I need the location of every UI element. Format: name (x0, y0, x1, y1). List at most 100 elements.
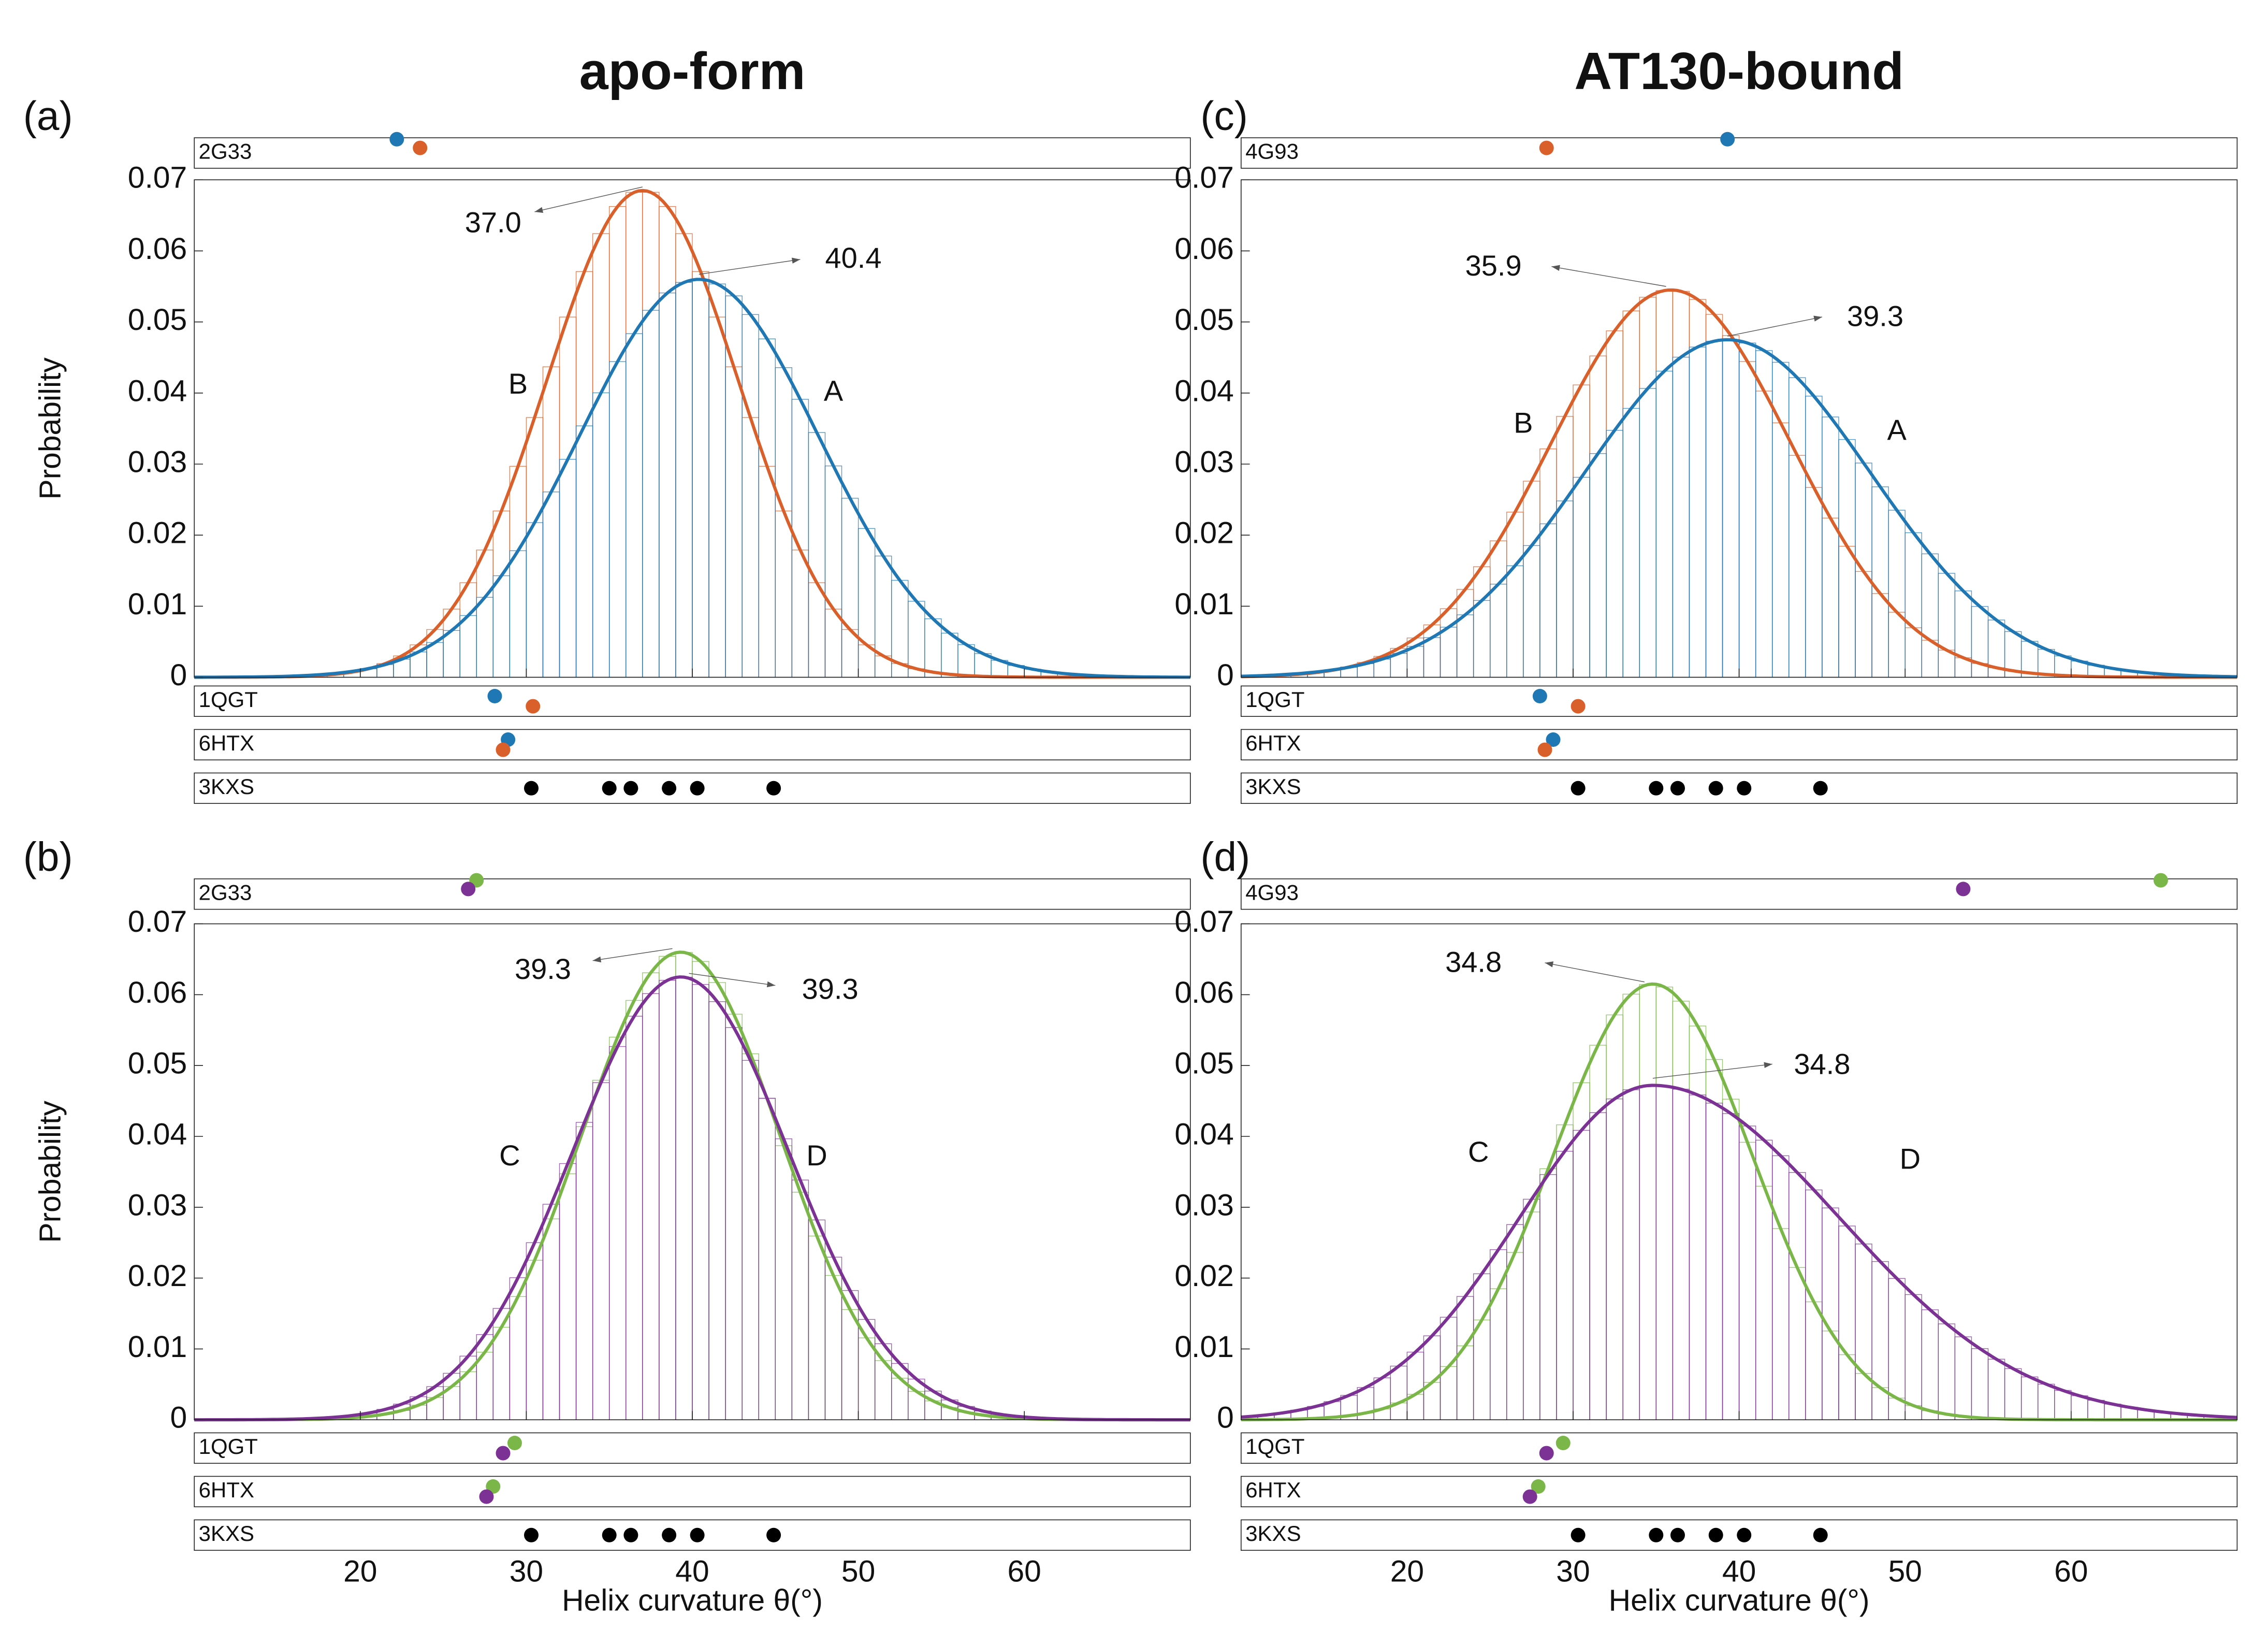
y-tick-label: 0.03 (1174, 1188, 1233, 1222)
histogram-bar-D (642, 993, 660, 1420)
histogram-bar-A (1655, 370, 1674, 678)
histogram-bar-B (1539, 448, 1557, 678)
histogram-bar-D (1971, 1348, 1989, 1420)
strip-point-C (507, 1436, 522, 1450)
strip-point-ref (1737, 1527, 1752, 1542)
histogram-bar-D (742, 1060, 759, 1420)
histogram-bar-A (608, 361, 627, 678)
x-tick-label: 60 (1007, 1555, 1041, 1589)
annotation-arrow (534, 186, 643, 212)
y-tick-label: 0.03 (128, 1188, 187, 1222)
x-tick-label: 40 (675, 1555, 709, 1589)
histogram-bar-D (1822, 1207, 1839, 1420)
strip-frame (1241, 772, 2238, 804)
y-tick-label: 0 (170, 1401, 187, 1435)
strip-point-ref (662, 781, 677, 796)
strip-point-ref (1813, 781, 1828, 796)
histogram-bar-D (708, 1001, 726, 1420)
histogram-bar-D (1406, 1351, 1424, 1420)
histogram-bar-C (1489, 1288, 1507, 1420)
histogram-bar-D (692, 984, 709, 1420)
histogram-bar-A (492, 575, 511, 678)
histogram-bar-D (1373, 1377, 1391, 1420)
histogram-bar-A (1606, 430, 1623, 678)
histogram-bar-B (608, 206, 627, 678)
strip-top: 2G33 (194, 873, 1191, 910)
strip-label: 2G33 (199, 139, 252, 163)
y-tick-label: 0.05 (1174, 303, 1233, 337)
histogram-A (1290, 339, 2171, 678)
histogram-bar-A (841, 498, 859, 678)
histogram-bar-C (1506, 1252, 1524, 1420)
histogram-bar-C (791, 1192, 809, 1420)
y-tick-label: 0.04 (128, 374, 187, 408)
strip-point-ref (1737, 781, 1752, 796)
histogram-bar-C (841, 1309, 859, 1420)
strip-top: 4G93 (1241, 132, 2238, 169)
strip-bottom-6HTX: 6HTX (194, 1476, 1191, 1507)
x-axis-title: Helix curvature θ(°) (562, 1584, 823, 1618)
histogram-bar-C (708, 982, 726, 1420)
histogram-bar-A (659, 292, 676, 678)
strip-label: 3KXS (199, 1521, 254, 1546)
histogram-bar-C (692, 961, 709, 1420)
strip-label: 6HTX (199, 1478, 254, 1502)
strip-point-D (479, 1489, 494, 1504)
histogram-bar-B (476, 550, 493, 678)
histogram-bar-D (1689, 1094, 1707, 1420)
strip-point-D (496, 1446, 511, 1461)
histogram-bar-C (1722, 1099, 1740, 1420)
y-axis-title: Probability (33, 1101, 67, 1243)
series-label-A: A (824, 374, 844, 407)
y-tick-label: 0.04 (1174, 1118, 1233, 1151)
histogram-bar-A (808, 432, 826, 678)
plot-frame (194, 179, 1191, 678)
strip-label: 6HTX (1245, 731, 1301, 755)
strip-label: 6HTX (1245, 1478, 1301, 1502)
annotation-arrow (699, 259, 801, 275)
histogram-bar-A (476, 597, 493, 678)
x-axis-title: Helix curvature θ(°) (1609, 1584, 1870, 1618)
histogram-bar-D (592, 1082, 610, 1420)
histogram-bar-D (1606, 1098, 1623, 1420)
histogram-bar-B (1822, 517, 1839, 678)
strip-point-D (1522, 1489, 1537, 1504)
histogram-bar-B (675, 233, 693, 678)
histogram-bar-A (1622, 408, 1640, 678)
y-tick-label: 0.05 (1174, 1047, 1233, 1080)
histogram-bar-C (1523, 1211, 1540, 1420)
histogram-bar-D (1539, 1174, 1557, 1420)
histogram-D (1241, 1085, 2221, 1420)
strip-bottom-1QGT: 1QGT (1241, 1432, 2238, 1464)
strip-point-ref (1670, 781, 1685, 796)
histogram-bar-A (1738, 342, 1756, 678)
panel-b: (b) C D 0 0.01 0.02 0.03 0.04 0.05 0.06 0.07 39.3 39… (23, 834, 1191, 1618)
histogram-bar-A (1639, 388, 1656, 678)
strip-point-A (487, 689, 502, 703)
histogram-bar-B (492, 510, 511, 678)
y-tick-label: 0.07 (128, 905, 187, 939)
histogram-bar-B (692, 271, 709, 678)
histogram-bar-C (1789, 1267, 1806, 1420)
strip-frame (194, 1432, 1191, 1464)
x-tick-label: 60 (2054, 1555, 2088, 1589)
peak-label: 39.3 (1847, 300, 1903, 333)
strip-point-ref (1649, 1527, 1664, 1542)
histogram-bar-B (526, 417, 544, 678)
histogram-bar-C (608, 1036, 627, 1420)
panel-label: (a) (23, 93, 73, 138)
annotation-arrowhead (534, 207, 544, 213)
histogram-bar-C (725, 1014, 743, 1420)
histogram-bar-C (742, 1053, 759, 1420)
y-tick-label: 0.01 (1174, 587, 1233, 621)
histogram-bar-C (808, 1235, 826, 1420)
strip-bottom-6HTX: 6HTX (1241, 1476, 2238, 1507)
panel-label: (b) (23, 834, 73, 879)
strip-point-C (2153, 873, 2168, 888)
histogram-bar-A (1473, 600, 1491, 678)
histogram-bar-B (1573, 384, 1590, 678)
y-tick-label: 0.07 (1174, 905, 1233, 939)
y-tick-label: 0.04 (1174, 374, 1233, 408)
histogram-bar-B (1738, 361, 1756, 678)
